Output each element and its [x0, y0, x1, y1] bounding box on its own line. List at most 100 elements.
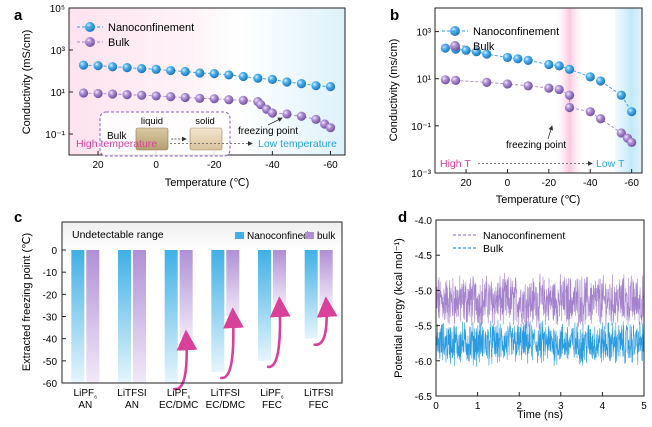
b-point-bulk	[440, 75, 450, 85]
bar-bulk	[273, 250, 286, 306]
category-solvent-label: FEC	[262, 400, 282, 411]
bar-bulk	[226, 250, 240, 317]
a-point-nano	[166, 65, 176, 76]
high-temperature-label: High temperature	[76, 138, 157, 150]
freezing-point-arrow-a	[267, 117, 283, 126]
a-point-bulk	[166, 92, 176, 102]
d-series-bulk	[435, 319, 645, 367]
liquid-photo	[135, 127, 169, 151]
b-point-bulk	[564, 90, 575, 100]
freezing-shift-arrow	[266, 296, 291, 369]
panel-b-x-ticks: 20 0 -20 -40 -60	[460, 169, 639, 189]
a-point-nano	[296, 79, 307, 89]
category-solvent-label: EC/DMC	[206, 400, 245, 411]
b-x-tick-label: -20	[542, 178, 557, 189]
legend-bulk-swatch-c	[305, 232, 314, 239]
a-y-tick-label: 10⁵	[50, 4, 65, 15]
b-x-tick-label: -40	[583, 178, 598, 189]
b-point-nano	[627, 107, 637, 117]
low-temperature-label: Low temperature	[258, 138, 337, 150]
b-x-tick-label: -60	[624, 178, 639, 189]
a-point-nano	[267, 74, 277, 84]
a-point-bulk	[282, 109, 292, 119]
freezing-shift-arrow	[220, 307, 244, 380]
panel-b-background	[435, 8, 642, 173]
b-point-nano	[482, 49, 492, 59]
a-point-nano	[122, 63, 132, 73]
freezing-point-label-b: freezing point	[506, 140, 566, 151]
panel-b-y-ticks: 10⁻³ 10⁻¹ 10¹ 10³	[411, 28, 439, 180]
panel-d-x-ticks: 0 1 2 3 4 5	[433, 392, 647, 412]
b-point-nano	[544, 59, 554, 70]
category-salt-label: LiPF₆	[74, 388, 98, 400]
d-x-tick-label: 1	[475, 401, 481, 412]
panel-label-b: b	[390, 7, 399, 24]
b-point-nano	[554, 61, 564, 71]
d-x-tick-label: 5	[641, 401, 647, 412]
a-point-nano	[311, 81, 321, 91]
panel-c: c 0-10-20-30-40-50-60 LiPF₆ANLiTFSIANLiP…	[14, 209, 343, 411]
panel-label-d: d	[398, 209, 407, 226]
category-salt-label: LiPF₆	[167, 388, 191, 400]
b-point-bulk	[482, 77, 492, 87]
panel-c-bars	[71, 250, 333, 383]
legend-nano-label-d: Nanoconfinement	[483, 230, 565, 242]
c-y-tick-label: -20	[43, 290, 58, 301]
b-point-bulk	[616, 128, 626, 138]
bar-nanoconfined	[258, 250, 271, 361]
b-point-nano	[585, 72, 595, 82]
d-y-tick-label: -4.0	[415, 216, 433, 227]
b-point-bulk	[451, 75, 461, 85]
panel-a-points	[78, 60, 336, 133]
b-point-nano	[564, 64, 575, 74]
a-point-bulk	[78, 88, 89, 98]
bar-nanoconfined	[304, 250, 318, 339]
d-y-tick-label: -4.5	[415, 251, 433, 262]
freezing-point-label-a: freezing point	[238, 126, 298, 137]
panel-b-points	[440, 43, 637, 147]
legend-bulk-label-a: Bulk	[108, 37, 130, 49]
b-point-bulk	[502, 79, 513, 89]
bar-bulk	[86, 250, 100, 383]
y-axis-label-d: Potential energy (kcal mol⁻¹)	[393, 238, 405, 378]
x-axis-label-b: Temperature (℃)	[496, 194, 581, 206]
d-y-tick-label: -6.5	[415, 392, 433, 403]
x-axis-label-a: Temperature (℃)	[165, 177, 250, 189]
panel-c-x-labels: LiPF₆ANLiTFSIANLiPF₆EC/DMCLiTFSIEC/DMCLi…	[74, 388, 334, 411]
freezing-shift-arrow	[173, 329, 198, 391]
d-x-tick-label: 0	[433, 401, 439, 412]
a-point-nano	[325, 82, 336, 92]
a-point-bulk	[311, 114, 321, 124]
low-t-label: Low T	[596, 158, 625, 170]
legend-nano-label-b: Nanoconfinement	[473, 26, 559, 38]
inset-solid-label: solid	[195, 116, 215, 127]
bar-nanoconfined	[211, 250, 225, 372]
b-point-nano	[616, 90, 626, 100]
a-x-tick-label: -40	[265, 160, 280, 171]
solid-photo	[189, 127, 223, 151]
b-x-tick-label: 0	[505, 178, 511, 189]
bar-nanoconfined	[71, 250, 85, 383]
panel-d-y-ticks: -4.0 -4.5 -5.0 -5.5 -6.0 -6.5	[415, 216, 440, 403]
a-point-bulk	[296, 111, 307, 121]
panel-c-frame	[61, 221, 343, 384]
panel-d-frame	[435, 219, 645, 397]
panel-c-arrows	[173, 296, 338, 391]
a-point-bulk	[195, 93, 205, 103]
d-y-tick-label: -6.0	[415, 357, 433, 368]
a-point-nano	[107, 62, 118, 72]
legend-bulk-label-d: Bulk	[483, 243, 504, 255]
bar-nanoconfined	[164, 250, 178, 383]
category-solvent-label: AN	[78, 400, 92, 411]
bar-bulk	[133, 250, 146, 383]
x-axis-label-d: Time (ns)	[517, 409, 563, 421]
high-t-label: High T	[440, 158, 471, 170]
bar-bulk	[319, 250, 333, 306]
b-point-bulk	[627, 137, 637, 147]
c-y-tick-label: 0	[51, 246, 57, 257]
panel-d-series	[435, 272, 645, 367]
a-point-nano	[224, 70, 234, 80]
a-point-nano	[180, 66, 190, 77]
legend-bulk-label-b: Bulk	[473, 41, 495, 53]
panel-a: a 20 0 -20 -40 -60 10⁻¹ 10¹ 10³ 10⁵ Nanoconfine…	[14, 4, 346, 189]
